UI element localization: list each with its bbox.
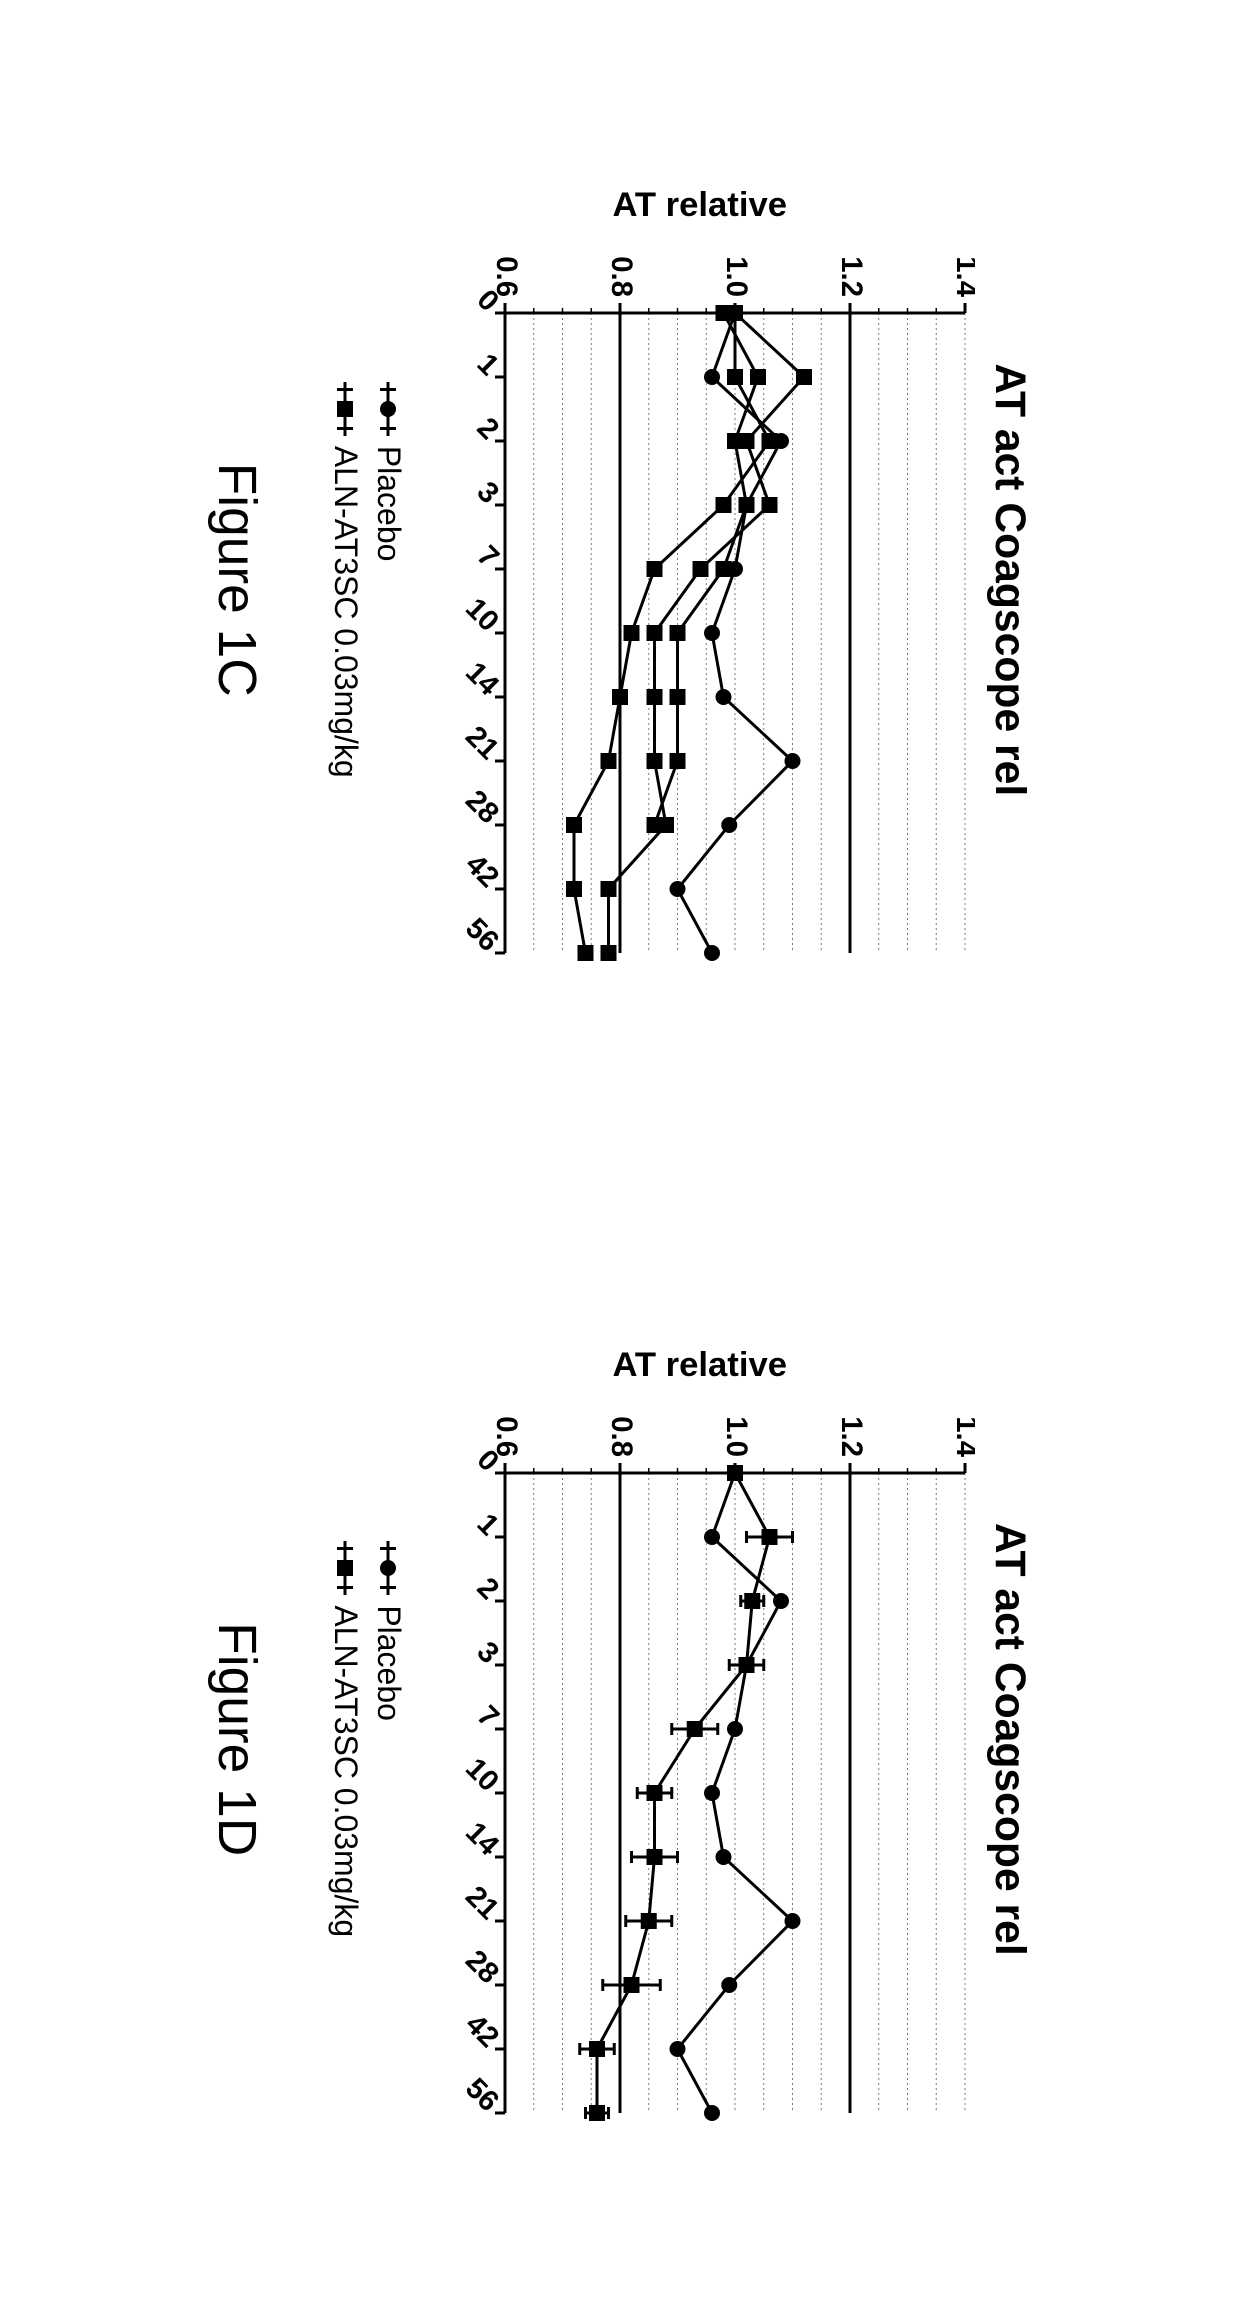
y-axis-label-1c: AT relative: [613, 186, 788, 225]
chart-title-1d: AT act Coagscope rel: [985, 1523, 1034, 1956]
legend-label-treatment-1c: ALN-AT3SC 0.03mg/kg: [327, 446, 364, 778]
svg-text:10: 10: [459, 592, 505, 638]
svg-text:1.2: 1.2: [835, 257, 868, 298]
figure-caption-1c: Figure 1C: [206, 463, 267, 697]
legend-symbol-circle-1d: [379, 1541, 399, 1595]
y-axis-label-1d: AT relative: [613, 1346, 788, 1385]
chart-svg-1c: 0.60.81.01.21.401237101421284256: [425, 233, 975, 973]
svg-text:42: 42: [459, 2007, 505, 2053]
svg-text:56: 56: [459, 912, 505, 958]
legend-item-placebo-1c: Placebo: [370, 382, 407, 778]
legend-symbol-square-1c: [336, 382, 356, 436]
chart-title-1c: AT act Coagscope rel: [985, 363, 1034, 796]
svg-text:0.8: 0.8: [605, 1416, 638, 1457]
chart-area-1d: AT relative 0.60.81.01.21.40123710142128…: [425, 1346, 975, 2133]
svg-text:1.0: 1.0: [720, 1416, 753, 1457]
svg-text:56: 56: [459, 2071, 505, 2117]
legend-item-treatment-1c: ALN-AT3SC 0.03mg/kg: [327, 382, 364, 778]
panel-figure-1d: AT act Coagscope rel AT relative 0.60.81…: [206, 1239, 1034, 2239]
svg-text:28: 28: [459, 1943, 505, 1989]
svg-text:42: 42: [459, 848, 505, 894]
svg-text:0.8: 0.8: [605, 257, 638, 298]
svg-text:1.2: 1.2: [835, 1416, 868, 1457]
svg-text:21: 21: [459, 720, 505, 766]
legend-item-placebo-1d: Placebo: [370, 1541, 407, 1937]
svg-text:10: 10: [459, 1751, 505, 1797]
legend-symbol-circle-1c: [379, 382, 399, 436]
legend-symbol-square-1d: [336, 1541, 356, 1595]
chart-svg-1d: 0.60.81.01.21.401237101421284256: [425, 1393, 975, 2133]
page-landscape-container: AT act Coagscope rel AT relative 0.60.81…: [0, 0, 1240, 2319]
svg-text:14: 14: [459, 1815, 506, 1862]
panel-figure-1c: AT act Coagscope rel AT relative 0.60.81…: [206, 80, 1034, 1080]
legend-label-placebo-1d: Placebo: [370, 1605, 407, 1721]
svg-text:1.4: 1.4: [950, 257, 975, 298]
svg-text:21: 21: [459, 1879, 505, 1925]
svg-text:28: 28: [459, 784, 505, 830]
legend-item-treatment-1d: ALN-AT3SC 0.03mg/kg: [327, 1541, 364, 1937]
legend-label-treatment-1d: ALN-AT3SC 0.03mg/kg: [327, 1605, 364, 1937]
svg-text:14: 14: [459, 656, 506, 703]
legend-label-placebo-1c: Placebo: [370, 446, 407, 562]
svg-text:1.0: 1.0: [720, 257, 753, 298]
svg-text:1.4: 1.4: [950, 1416, 975, 1457]
figure-caption-1d: Figure 1D: [206, 1622, 267, 1856]
legend-1c: Placebo ALN-AT3SC 0.03mg/kg: [327, 382, 407, 778]
legend-1d: Placebo ALN-AT3SC 0.03mg/kg: [327, 1541, 407, 1937]
chart-area-1c: AT relative 0.60.81.01.21.40123710142128…: [425, 186, 975, 973]
